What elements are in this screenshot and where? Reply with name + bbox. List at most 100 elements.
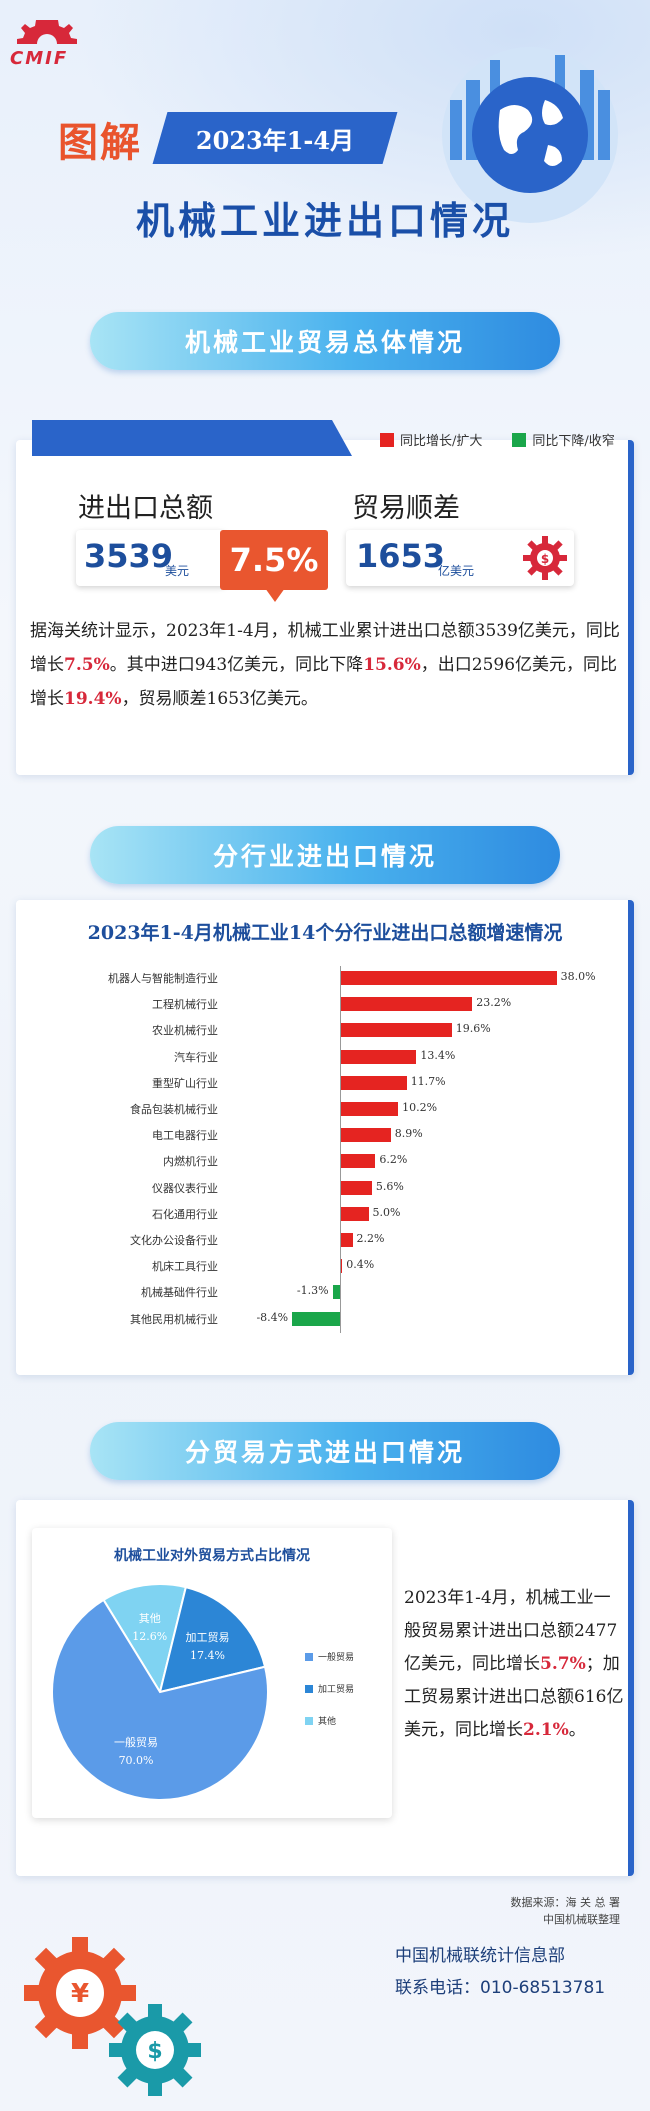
- paragraph-text: 据海关统计显示，2023年1-4月，机械工业累计进出口总额3539亿美元，同比增…: [30, 621, 620, 675]
- section-title-trade-mode: 分贸易方式进出口情况: [90, 1422, 560, 1480]
- data-source-line2: 中国机械联整理: [543, 1913, 620, 1926]
- value-label: 2.2%: [356, 1232, 385, 1245]
- pie-slice: [102, 1583, 188, 1695]
- data-source: 数据来源：海 关 总 署 中国机械联整理: [511, 1894, 621, 1928]
- pie-legend-item: 一般贸易: [305, 1650, 354, 1663]
- bar: [332, 1285, 340, 1300]
- pie-legend-item: 加工贸易: [305, 1682, 354, 1695]
- svg-text:$: $: [541, 552, 549, 566]
- value-label: 38.0%: [560, 970, 596, 983]
- paragraph-text: 。其中进口943亿美元，同比下降: [109, 655, 364, 675]
- paragraph-text: ，贸易顺差1653亿美元。: [121, 689, 318, 709]
- total-label: 进出口总额: [78, 493, 213, 524]
- highlight-value: 7.5%: [64, 655, 110, 675]
- pie-legend-label: 加工贸易: [318, 1685, 355, 1695]
- footer-org: 中国机械联统计信息部 联系电话：010-68513781: [395, 1940, 605, 2004]
- date-text: 2023年1-4月: [195, 125, 355, 155]
- trade-mode-pie-chart: 其他 12.6% 加工贸易 17.4% 一般贸易 70.0%: [51, 1583, 269, 1801]
- chart-title: 2023年1-4月机械工业14个分行业进出口总额增速情况: [87, 922, 563, 944]
- category-label: 农业机械行业: [152, 1024, 218, 1038]
- value-label: 8.9%: [394, 1127, 423, 1141]
- total-box: [76, 530, 226, 586]
- overall-paragraph: 据海关统计显示，2023年1-4月，机械工业累计进出口总额3539亿美元，同比增…: [30, 614, 622, 716]
- category-label: 仪器仪表行业: [152, 1181, 218, 1195]
- zero-axis: [340, 966, 341, 1333]
- data-source-line1: 数据来源：海 关 总 署: [510, 1896, 621, 1909]
- pie-slice-value: 70.0%: [119, 1754, 154, 1767]
- category-label: 内燃机行业: [163, 1155, 218, 1169]
- value-label: 13.4%: [420, 1048, 456, 1062]
- legend-up: 同比增长/扩大 同比下降/收窄: [380, 430, 615, 449]
- bar: [340, 971, 557, 985]
- section-title-industry: 分行业进出口情况: [90, 826, 560, 884]
- pie-legend-swatch: [305, 1652, 313, 1661]
- tujie-label: 图解: [58, 119, 142, 166]
- surplus-label: 贸易顺差: [352, 493, 460, 524]
- paragraph-text: 。: [568, 1720, 586, 1740]
- paragraph-text: 2023年1-4月，机械工业一般贸易累计进出口总额2477亿美元，同比增长: [404, 1588, 618, 1674]
- value-label: 11.7%: [410, 1074, 446, 1088]
- highlight-value: 5.7%: [540, 1654, 586, 1674]
- category-label: 机器人与智能制造行业: [108, 972, 218, 985]
- cmif-gear-logo-icon: [17, 20, 77, 44]
- page-title: 机械工业进出口情况: [135, 198, 514, 243]
- bar: [340, 1233, 353, 1247]
- bar: [292, 1311, 340, 1326]
- category-label: 工程机械行业: [152, 998, 218, 1012]
- pie-legend-swatch: [305, 1684, 313, 1693]
- overall-card: [16, 440, 634, 775]
- pie-title: 机械工业对外贸易方式占比情况: [114, 1548, 310, 1564]
- bar: [340, 997, 473, 1012]
- paragraph-text: ，出口2596亿美元，同比增长: [30, 655, 618, 709]
- value-label: 0.4%: [346, 1258, 375, 1272]
- pie-slice-name: 加工贸易: [185, 1631, 229, 1644]
- legend-down-label: 同比下降/收窄: [532, 434, 615, 449]
- highlight-value: 15.6%: [363, 655, 421, 675]
- category-label: 其他民用机械行业: [130, 1312, 218, 1326]
- value-label: 5.0%: [372, 1205, 401, 1219]
- value-label: 19.6%: [455, 1022, 491, 1036]
- pie-slice: [158, 1585, 267, 1694]
- category-label: 机械基础件行业: [141, 1286, 218, 1300]
- category-label: 文化办公设备行业: [130, 1234, 218, 1247]
- value-label: 23.2%: [476, 996, 512, 1010]
- blue-stripe: [32, 420, 352, 456]
- pie-legend-swatch: [305, 1716, 313, 1725]
- surplus-unit: 亿美元: [438, 564, 475, 578]
- bar: [340, 1023, 452, 1038]
- highlight-value: 19.4%: [64, 689, 122, 709]
- total-unit: 美元: [165, 564, 190, 578]
- value-label: 10.2%: [402, 1101, 438, 1114]
- bar: [340, 1154, 376, 1169]
- svg-text:¥: ¥: [71, 1979, 89, 2009]
- pie-slice-value: 12.6%: [132, 1630, 167, 1643]
- pie-legend-label: 一般贸易: [318, 1653, 355, 1663]
- category-label: 电工电器行业: [152, 1129, 218, 1143]
- pie-slice: [51, 1598, 269, 1801]
- pie-slice-name: 其他: [139, 1612, 161, 1625]
- legend-swatch-red: [380, 432, 394, 447]
- bar: [340, 1128, 391, 1143]
- surplus-value: 1653: [356, 537, 446, 575]
- category-label: 重型矿山行业: [152, 1076, 218, 1090]
- trade-mode-paragraph: 2023年1-4月，机械工业一般贸易累计进出口总额2477亿美元，同比增长5.7…: [404, 1582, 624, 1747]
- value-label: -8.4%: [256, 1310, 289, 1324]
- footer-org-name: 中国机械联统计信息部: [395, 1946, 565, 1966]
- pie-legend-item: 其他: [305, 1714, 336, 1727]
- legend-swatch-green: [512, 432, 527, 447]
- value-label: 5.6%: [375, 1179, 404, 1193]
- value-label: -1.3%: [296, 1284, 329, 1298]
- gears-illustration-icon: ¥ $: [24, 1937, 201, 2096]
- globe-city-icon: [442, 47, 618, 223]
- paragraph-text: ；加工贸易累计进出口总额616亿美元，同比增长: [404, 1654, 624, 1740]
- value-label: 6.2%: [379, 1153, 408, 1167]
- legend-up-label: 同比增长/扩大: [400, 434, 483, 449]
- bar: [340, 1206, 369, 1221]
- bar: [340, 1075, 407, 1090]
- pie-legend-label: 其他: [318, 1717, 337, 1727]
- pie-slice-value: 17.4%: [190, 1649, 225, 1662]
- bar: [340, 1180, 372, 1195]
- logo-text: CMIF: [10, 48, 69, 69]
- growth-badge-tail: [265, 588, 285, 602]
- bar: [340, 1259, 343, 1274]
